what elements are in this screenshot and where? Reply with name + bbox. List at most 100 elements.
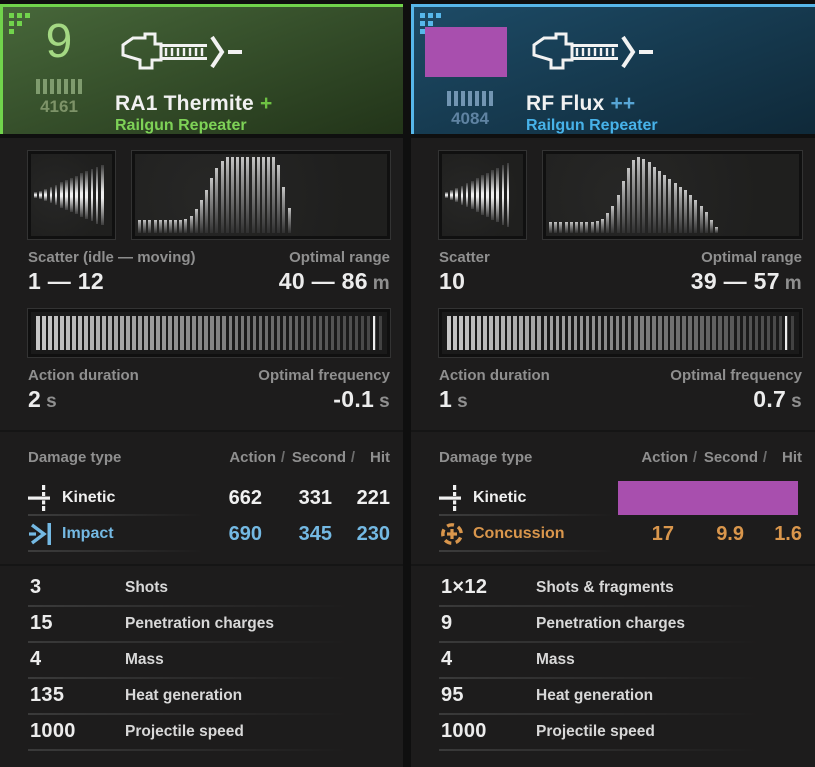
upgrade-marks: + <box>259 92 273 115</box>
chart-bar <box>225 157 229 233</box>
col-separator: / <box>350 449 356 466</box>
damage-action-value: 662 <box>228 486 262 509</box>
range-numbers: 39 — 57 <box>690 268 780 294</box>
col-hit: Hit <box>782 449 802 466</box>
stat-label: Mass <box>536 651 575 668</box>
stat-row: 1×12 Shots & fragments <box>439 571 802 607</box>
header-left-column: 4084 <box>428 17 512 135</box>
meter-bar <box>495 316 499 350</box>
frequency-number: 0.7 <box>753 386 787 412</box>
chart-bar <box>169 220 172 233</box>
meter-bar <box>682 316 686 350</box>
concussion-icon <box>441 523 463 545</box>
meter-bar <box>354 316 359 350</box>
action-duration-meter <box>439 309 802 357</box>
chart-bar <box>590 221 594 233</box>
chart-bar <box>44 188 48 202</box>
impact-icon <box>28 521 54 547</box>
meter-bar <box>507 316 511 350</box>
damage-type-cell: Kinetic <box>439 480 618 516</box>
chart-bar <box>647 162 651 233</box>
meter-bar <box>150 316 154 350</box>
meter-bar <box>120 316 124 350</box>
meter-bar <box>483 316 487 350</box>
chart-bar <box>189 215 193 233</box>
meter-bar <box>294 316 299 350</box>
meter-bar <box>378 316 383 350</box>
meter-bar <box>724 316 728 350</box>
kinetic-icon <box>28 485 50 511</box>
weapon-name-text: RA1 Thermite <box>115 92 254 115</box>
damage-second-value: 345 <box>298 522 332 545</box>
meter-bar <box>288 316 293 350</box>
meter-bar <box>772 316 777 350</box>
damage-row-concussion: Concussion 17 9.9 1.6 <box>439 516 802 552</box>
chart-bar <box>491 169 495 221</box>
meter-bar <box>324 316 329 350</box>
col-separator: / <box>692 449 698 466</box>
meter-bar <box>459 316 463 350</box>
chart-bar <box>501 165 505 225</box>
chart-bar <box>163 220 167 233</box>
damage-rows: Kinetic Concussion 17 9.9 1.6 <box>439 480 802 552</box>
damage-type-header: Damage type <box>28 449 122 466</box>
stat-label: Projectile speed <box>125 723 244 740</box>
meter-bar <box>336 316 341 350</box>
meter-bar <box>60 316 64 350</box>
optimal-range-value: 40 — 86 m <box>279 268 390 295</box>
stat-value: 9 <box>441 612 453 634</box>
weapon-name: RA1 Thermite + <box>115 92 272 116</box>
frequency-unit: s <box>379 391 390 412</box>
chart-bar <box>282 187 286 233</box>
meter-bar <box>192 316 196 350</box>
damage-hit-value: 230 <box>356 522 390 545</box>
chart-bar <box>49 187 53 203</box>
meter-bar <box>156 316 160 350</box>
chart-bar <box>564 221 568 233</box>
meter-bar <box>778 316 783 350</box>
meter-bar <box>366 316 371 350</box>
chart-bar <box>85 171 89 219</box>
chart-bar <box>277 164 281 233</box>
chart-bar <box>64 180 68 210</box>
chart-bar <box>575 221 579 233</box>
chart-bar <box>580 221 584 233</box>
scatter-chart-canvas <box>31 154 112 236</box>
meter-bar <box>489 316 493 350</box>
stat-row: 4 Mass <box>28 643 390 679</box>
chart-bar <box>75 175 78 215</box>
chart-bar <box>199 200 203 233</box>
damage-values: 690 345 230 <box>198 523 390 546</box>
damage-type-label: Kinetic <box>62 489 116 506</box>
meter-bar <box>633 316 638 350</box>
meter-bar <box>543 316 548 350</box>
meter-bar <box>48 316 52 350</box>
damage-row-kinetic: Kinetic 662 331 221 <box>28 480 390 516</box>
meter-bar <box>525 316 529 350</box>
chart-bar <box>220 160 224 233</box>
chart-bar <box>475 177 479 213</box>
meter-bar <box>718 316 722 350</box>
chart-bar <box>715 226 719 233</box>
optimal-range-chart <box>543 151 802 239</box>
stat-label: Projectile speed <box>536 723 655 740</box>
chart-bar <box>470 180 474 210</box>
chart-bar <box>637 157 641 233</box>
damage-type-cell: Impact <box>28 516 203 552</box>
meter-bar <box>66 316 70 350</box>
damage-type-cell: Concussion <box>439 516 614 552</box>
frequency-number: -0.1 <box>333 386 375 412</box>
chart-bar <box>95 166 99 224</box>
scatter-value: 1 — 12 <box>28 268 104 294</box>
stat-row: 15 Penetration charges <box>28 607 390 643</box>
damage-rows: Kinetic 662 331 221 Impact 690 345 230 <box>28 480 390 552</box>
stat-label: Mass <box>125 651 164 668</box>
stat-row: 135 Heat generation <box>28 679 390 715</box>
chart-bar <box>694 199 698 233</box>
meter-bar <box>573 316 578 350</box>
chart-bar <box>663 175 667 233</box>
meter-bar <box>790 316 795 350</box>
action-duration-label: Action duration <box>28 367 139 384</box>
